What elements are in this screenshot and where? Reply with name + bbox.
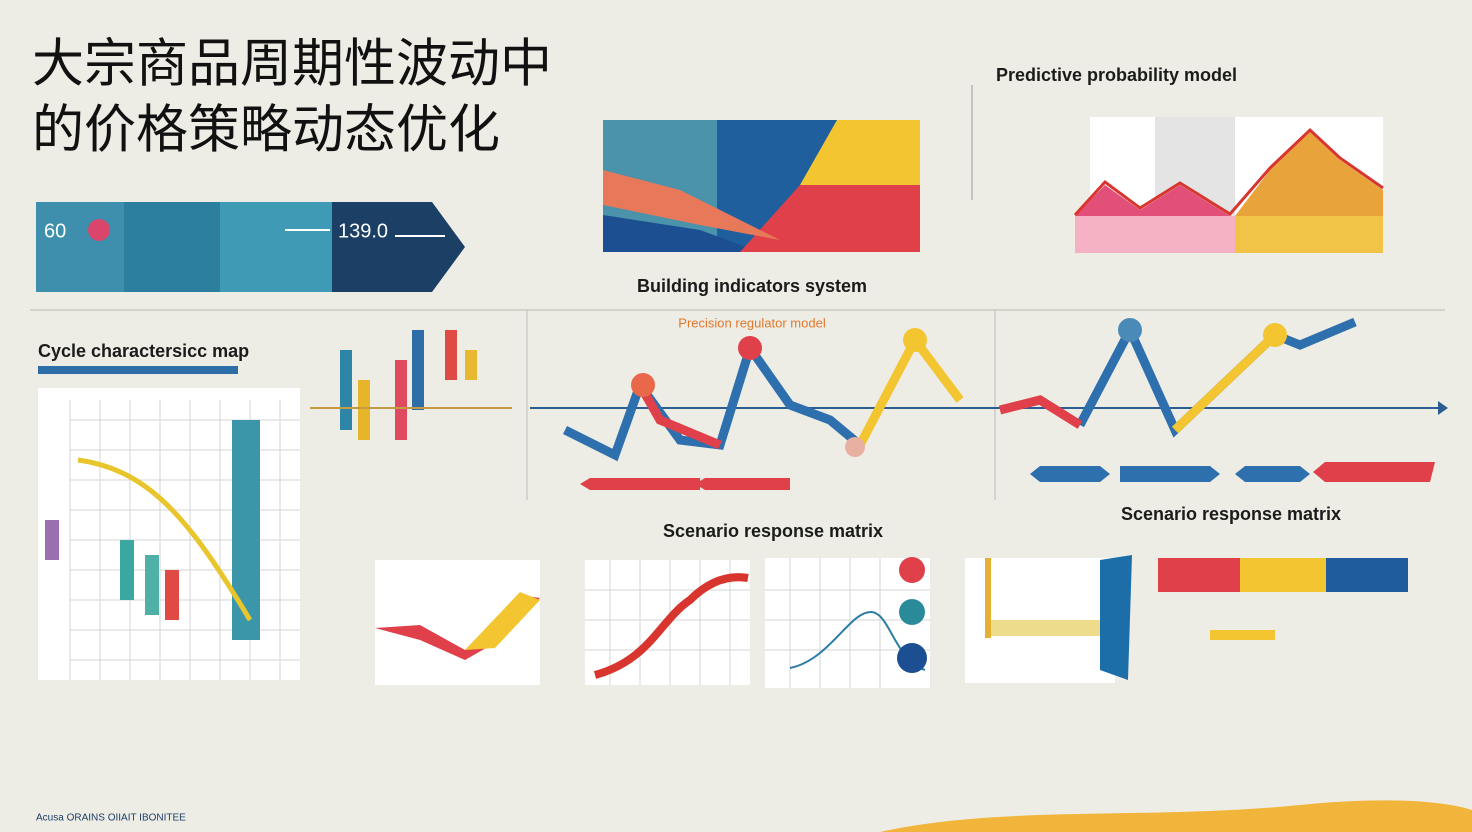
indicators-chart [603, 120, 920, 252]
decor-rect [165, 570, 179, 620]
decor-polyline [1073, 127, 1384, 217]
decor-rect [1235, 216, 1383, 253]
title-line: 的价格策略动态优化 [32, 102, 500, 160]
panel-title: Predictive probability model [996, 65, 1237, 85]
decor-rect [36, 202, 124, 292]
cycle-chart [38, 388, 300, 680]
decor-rect [1075, 216, 1235, 253]
decor-rect [1210, 630, 1275, 640]
decor-rect [1158, 558, 1240, 592]
decor-circle [631, 373, 655, 397]
decor-rect [45, 520, 59, 560]
decor-rect [990, 620, 1105, 636]
decor-rect [340, 350, 352, 430]
decor-rect [124, 202, 220, 292]
decor-circle [88, 219, 110, 241]
banner [36, 202, 465, 292]
regulator-chart [530, 317, 1448, 490]
decor-polygon [800, 120, 920, 185]
decor-polygon [1235, 466, 1310, 482]
decor-circle [897, 643, 927, 673]
decor-polygon [1438, 401, 1448, 415]
banner-value: 60 [44, 220, 66, 242]
panel-title: Precision regulator model [678, 315, 826, 330]
footer-text: Acusa ORAINS OIIAIT IBONITEE [36, 813, 186, 824]
decor-circle [903, 328, 927, 352]
response-table [1158, 558, 1408, 640]
decor-rect [220, 202, 332, 292]
decor-circle [1263, 323, 1287, 347]
candle-chart [310, 330, 512, 440]
decor-polygon [580, 478, 700, 490]
decor-circle [899, 557, 925, 583]
decor-rect [1240, 558, 1326, 592]
decor-polygon [740, 185, 920, 252]
panel-title: Scenario response matrix [663, 521, 883, 541]
footer-wave [880, 800, 1472, 832]
decor-path [77, 457, 253, 622]
panel-title: Cycle charactersicc map [38, 341, 249, 361]
decor-rect [465, 350, 477, 380]
decor-rect [120, 540, 134, 600]
decor-path [69, 400, 300, 680]
decor-rect [358, 380, 370, 440]
decor-polygon [465, 592, 540, 650]
decor-rect [38, 388, 300, 680]
panel-title: Scenario response matrix [1121, 504, 1341, 524]
decor-circle [1118, 318, 1142, 342]
decor-polygon [1313, 462, 1435, 482]
decor-polygon [1120, 466, 1220, 482]
decor-polygon [1235, 132, 1383, 216]
title-line: 大宗商品周期性波动中 [32, 36, 552, 94]
decor-polygon [695, 478, 790, 490]
panel-title: Building indicators system [637, 276, 867, 296]
banner-value: 139.0 [338, 220, 388, 242]
decor-polygon [603, 170, 780, 240]
decor-circle [738, 336, 762, 360]
decor-polygon [1075, 185, 1230, 216]
decor-polyline [998, 395, 1083, 429]
predictive-chart [1073, 117, 1384, 253]
decor-path [593, 573, 749, 679]
decor-rect [395, 360, 407, 440]
decor-rect [1326, 558, 1408, 592]
decor-rect [232, 420, 260, 640]
decor-polygon [332, 202, 465, 292]
scenario-charts [375, 555, 1132, 688]
decor-polyline [1171, 331, 1279, 434]
decor-rect [145, 555, 159, 615]
decor-rect [412, 330, 424, 410]
decor-polygon [603, 215, 760, 252]
decor-polygon [1030, 466, 1110, 482]
decor-polygon [1100, 555, 1132, 680]
decor-polyline [636, 382, 722, 450]
decor-rect [985, 558, 991, 638]
title-underline [38, 366, 238, 374]
decor-rect [445, 330, 457, 380]
decor-circle [845, 437, 865, 457]
decor-circle [899, 599, 925, 625]
